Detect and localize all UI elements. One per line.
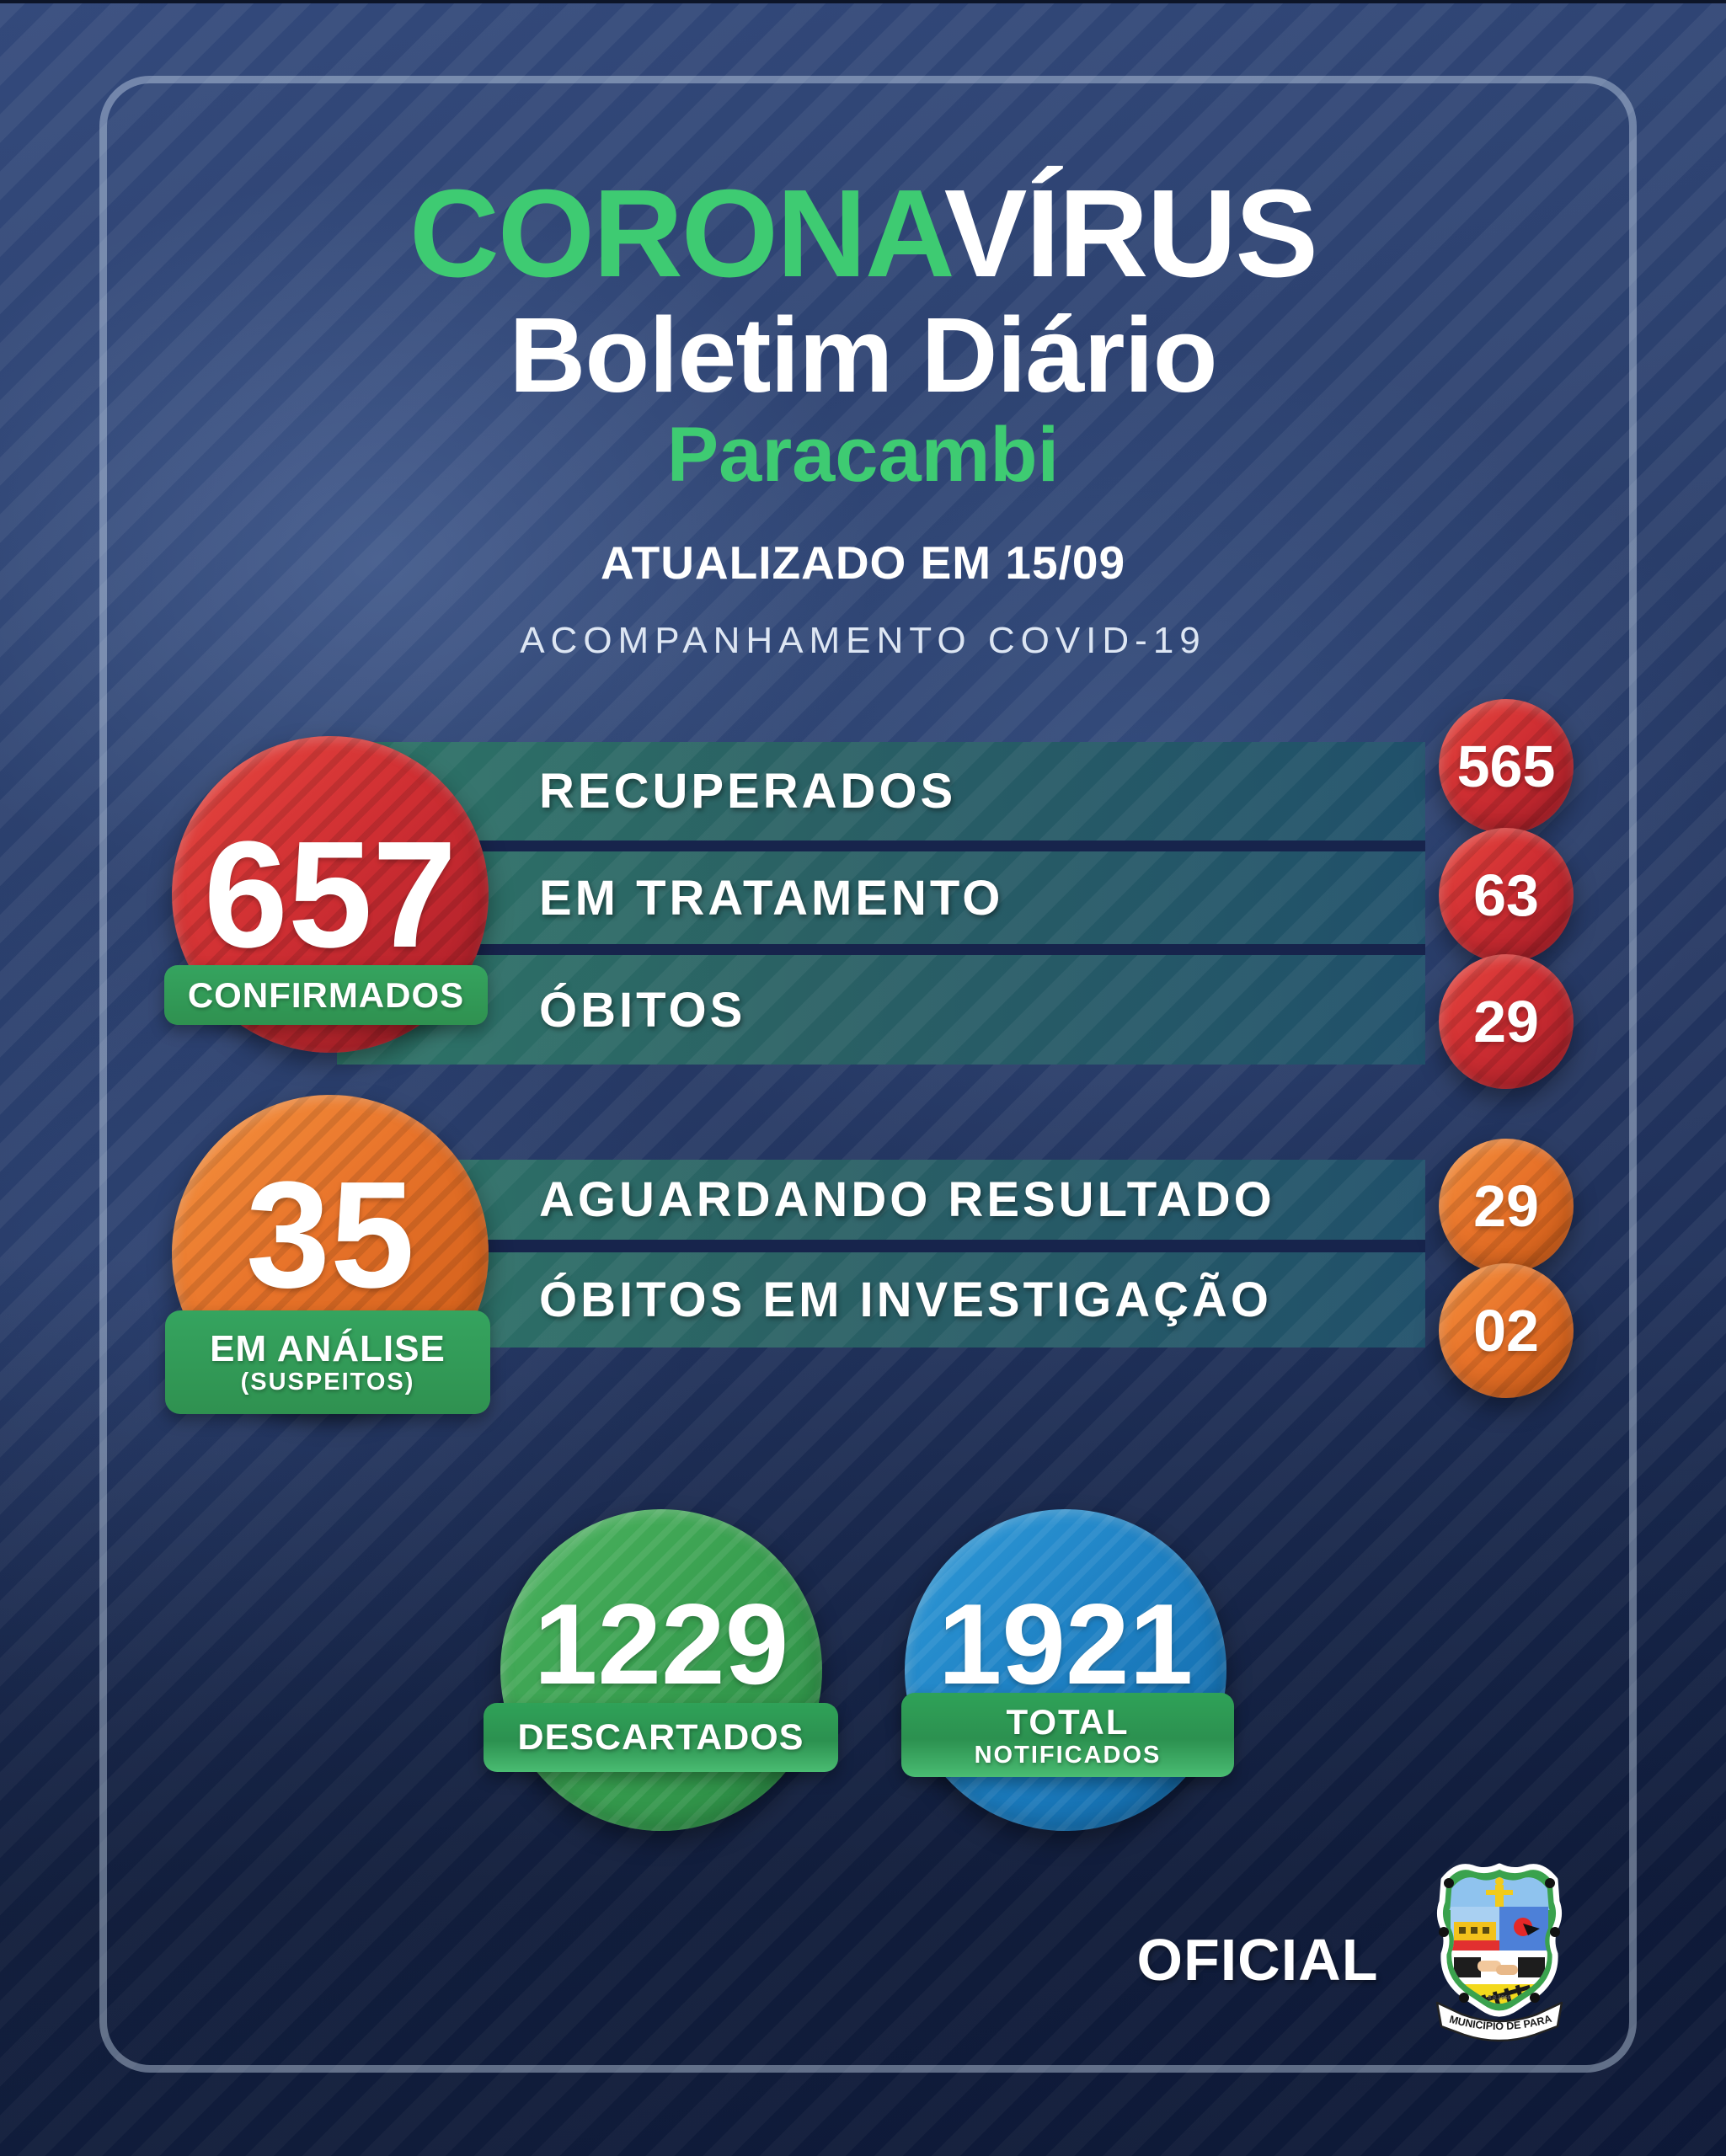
confirmed-badge-label: CONFIRMADOS [187,974,465,1015]
total-badge-sublabel: NOTIFICADOS [974,1741,1162,1769]
total-notified-count: 1921 [938,1580,1194,1708]
suspects-count: 35 [245,1150,415,1320]
recovered-count: 565 [1456,734,1556,799]
stat-label-aguardando-resultado: AGUARDANDO RESULTADO [539,1172,1275,1227]
discarded-count: 1229 [533,1580,789,1708]
stat-label-obitos-investigacao: ÓBITOS EM INVESTIGAÇÃO [539,1273,1273,1327]
in-treatment-count-circle: 63 [1439,828,1574,963]
deaths-investigation-count-circle: 02 [1439,1263,1574,1398]
awaiting-result-count: 29 [1473,1173,1539,1239]
municipal-seal: 8.8.1960 MUNICÍPIO DE PARACAMBI [1429,1854,1563,2042]
page-title: CORONAVÍRUS [0,168,1726,299]
recovered-count-circle: 565 [1439,699,1574,834]
tracking-label: ACOMPANHAMENTO COVID-19 [520,620,1206,661]
total-badge-label: TOTAL [1006,1701,1130,1742]
total-notified-badge: TOTAL NOTIFICADOS [901,1693,1234,1777]
stat-bar-obitos-investigacao: ÓBITOS EM INVESTIGAÇÃO [337,1252,1425,1348]
page-subtitle: Boletim Diário [509,296,1217,414]
official-label: OFICIAL [1136,1927,1379,1993]
stat-bar-recuperados: RECUPERADOS [337,742,1425,841]
total-notified-circle: 1921 [905,1509,1226,1831]
stat-label-obitos: ÓBITOS [539,982,746,1038]
deaths-count: 29 [1473,989,1539,1054]
discarded-circle: 1229 [500,1509,822,1831]
updated-date: ATUALIZADO EM 15/09 [600,536,1126,589]
seal-year: 8.8.1960 [1488,1995,1510,2001]
city-name: Paracambi [666,412,1060,498]
title-virus: VÍRUS [943,164,1318,303]
discarded-badge-label: DESCARTADOS [517,1716,804,1758]
confirmed-badge: CONFIRMADOS [164,965,488,1025]
top-edge-line [0,0,1726,3]
title-corona: CORONA [409,164,946,303]
confirmed-count: 657 [203,809,457,979]
in-treatment-count: 63 [1473,862,1539,928]
stat-bar-aguardando-resultado: AGUARDANDO RESULTADO [337,1160,1425,1240]
seal-ribbon [1435,2001,1563,2042]
suspects-badge-label: EM ANÁLISE [210,1327,446,1369]
stat-label-em-tratamento: EM TRATAMENTO [539,870,1004,926]
stat-bar-obitos: ÓBITOS [337,955,1425,1065]
deaths-investigation-count: 02 [1473,1298,1539,1364]
stat-label-recuperados: RECUPERADOS [539,764,957,819]
deaths-count-circle: 29 [1439,954,1574,1089]
stat-bar-em-tratamento: EM TRATAMENTO [337,851,1425,944]
suspects-badge-sublabel: (SUSPEITOS) [240,1369,415,1396]
frame-border [99,76,1637,2073]
discarded-badge: DESCARTADOS [484,1703,838,1772]
suspects-badge: EM ANÁLISE (SUSPEITOS) [165,1310,490,1414]
seal-inner-panels: 8.8.1960 [1448,1876,1551,2004]
awaiting-result-count-circle: 29 [1439,1139,1574,1273]
